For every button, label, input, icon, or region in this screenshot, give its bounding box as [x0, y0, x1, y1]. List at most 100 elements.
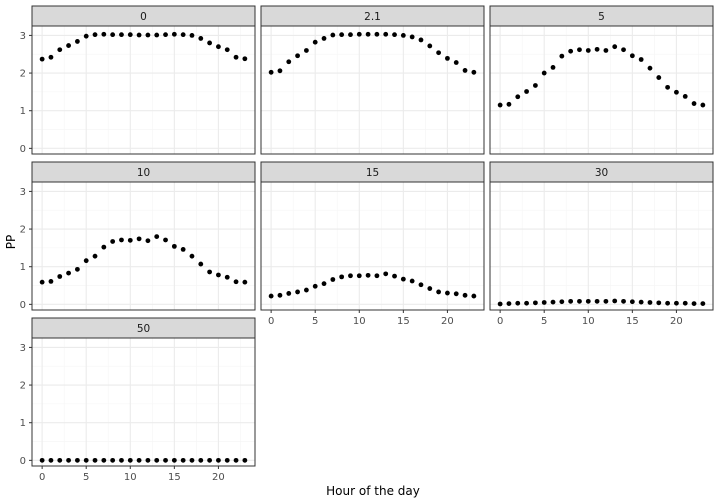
data-point: [541, 300, 547, 305]
data-point: [119, 32, 124, 38]
x-tick-label: 5: [312, 316, 318, 327]
facet-panel-15: 15 0 5 10 15 20: [260, 161, 485, 327]
data-point: [665, 300, 671, 306]
data-point: [682, 300, 688, 306]
data-point: [66, 457, 71, 463]
data-point: [577, 298, 582, 304]
data-point: [189, 253, 195, 259]
data-point: [348, 273, 353, 279]
data-point: [74, 39, 80, 44]
data-point: [216, 272, 221, 278]
y-tick-label: 2: [20, 69, 26, 80]
data-point: [330, 32, 336, 38]
data-point: [541, 70, 547, 76]
data-point: [154, 32, 160, 38]
facet-strip-label: 0: [140, 11, 147, 23]
data-point: [171, 457, 177, 463]
y-tick-label: 3: [20, 187, 26, 198]
data-point: [295, 53, 300, 59]
data-point: [101, 244, 107, 250]
data-point: [57, 47, 63, 53]
data-point: [577, 47, 582, 53]
data-point: [621, 298, 626, 304]
data-point: [74, 266, 80, 272]
data-point: [550, 299, 556, 305]
data-point: [233, 279, 239, 285]
data-point: [594, 298, 600, 304]
data-point: [506, 101, 512, 107]
data-point: [163, 32, 168, 38]
data-point: [445, 290, 450, 296]
data-point: [559, 53, 565, 59]
data-point: [163, 457, 168, 463]
data-point: [339, 274, 345, 280]
data-point: [286, 59, 292, 65]
data-point: [594, 46, 600, 52]
data-point: [312, 39, 318, 45]
data-point: [136, 457, 142, 463]
data-point: [163, 237, 168, 243]
data-point: [39, 279, 45, 285]
data-point: [700, 102, 706, 108]
data-point: [189, 457, 195, 463]
x-tick-label: 15: [626, 316, 639, 327]
data-point: [392, 273, 397, 279]
data-point: [691, 301, 697, 306]
y-tick-label: 2: [20, 225, 26, 236]
data-point: [83, 258, 89, 264]
facet-strip-label: 5: [598, 11, 605, 23]
data-point: [224, 274, 230, 280]
data-point: [612, 44, 618, 50]
x-tick-label: 10: [582, 316, 595, 327]
data-point: [295, 289, 300, 295]
data-point: [268, 293, 274, 299]
data-point: [409, 34, 415, 40]
x-tick-label: 5: [541, 316, 547, 327]
data-point: [48, 457, 54, 463]
data-point: [471, 69, 477, 75]
data-point: [242, 457, 248, 463]
x-tick-label: 15: [397, 316, 410, 327]
data-point: [629, 53, 635, 59]
data-point: [532, 83, 538, 88]
data-point: [348, 32, 353, 38]
x-tick-label: 5: [83, 472, 89, 483]
data-point: [224, 47, 230, 53]
x-tick-label: 0: [39, 472, 45, 483]
facet-strip: [489, 161, 714, 183]
data-point: [418, 37, 424, 43]
data-point: [180, 457, 186, 463]
data-point: [92, 32, 98, 38]
panel-border: [260, 181, 485, 311]
data-point: [691, 101, 697, 106]
data-point: [365, 31, 371, 37]
data-point: [321, 36, 327, 41]
data-point: [524, 300, 529, 306]
data-point: [39, 56, 45, 62]
data-point: [497, 102, 503, 108]
facet-strip: [31, 5, 256, 27]
data-point: [445, 55, 450, 61]
facet-strip-label: 2.1: [364, 11, 381, 23]
y-tick-label: 1: [20, 262, 26, 273]
data-point: [92, 457, 98, 463]
x-tick-label: 15: [168, 472, 181, 483]
data-point: [427, 43, 433, 49]
y-tick-label: 1: [20, 106, 26, 117]
y-tick-label: 0: [20, 456, 26, 467]
data-point: [83, 457, 89, 463]
data-point: [656, 75, 662, 80]
panel-border: [31, 25, 256, 155]
data-point: [568, 48, 574, 54]
data-point: [171, 31, 177, 37]
facet-panel-30: 30 0 5 10 15 20: [489, 161, 714, 327]
data-point: [268, 69, 274, 75]
data-point: [497, 301, 503, 307]
data-point: [321, 281, 327, 287]
data-point: [621, 47, 626, 53]
data-point: [603, 298, 609, 304]
data-point: [647, 65, 653, 71]
data-point: [198, 36, 204, 41]
